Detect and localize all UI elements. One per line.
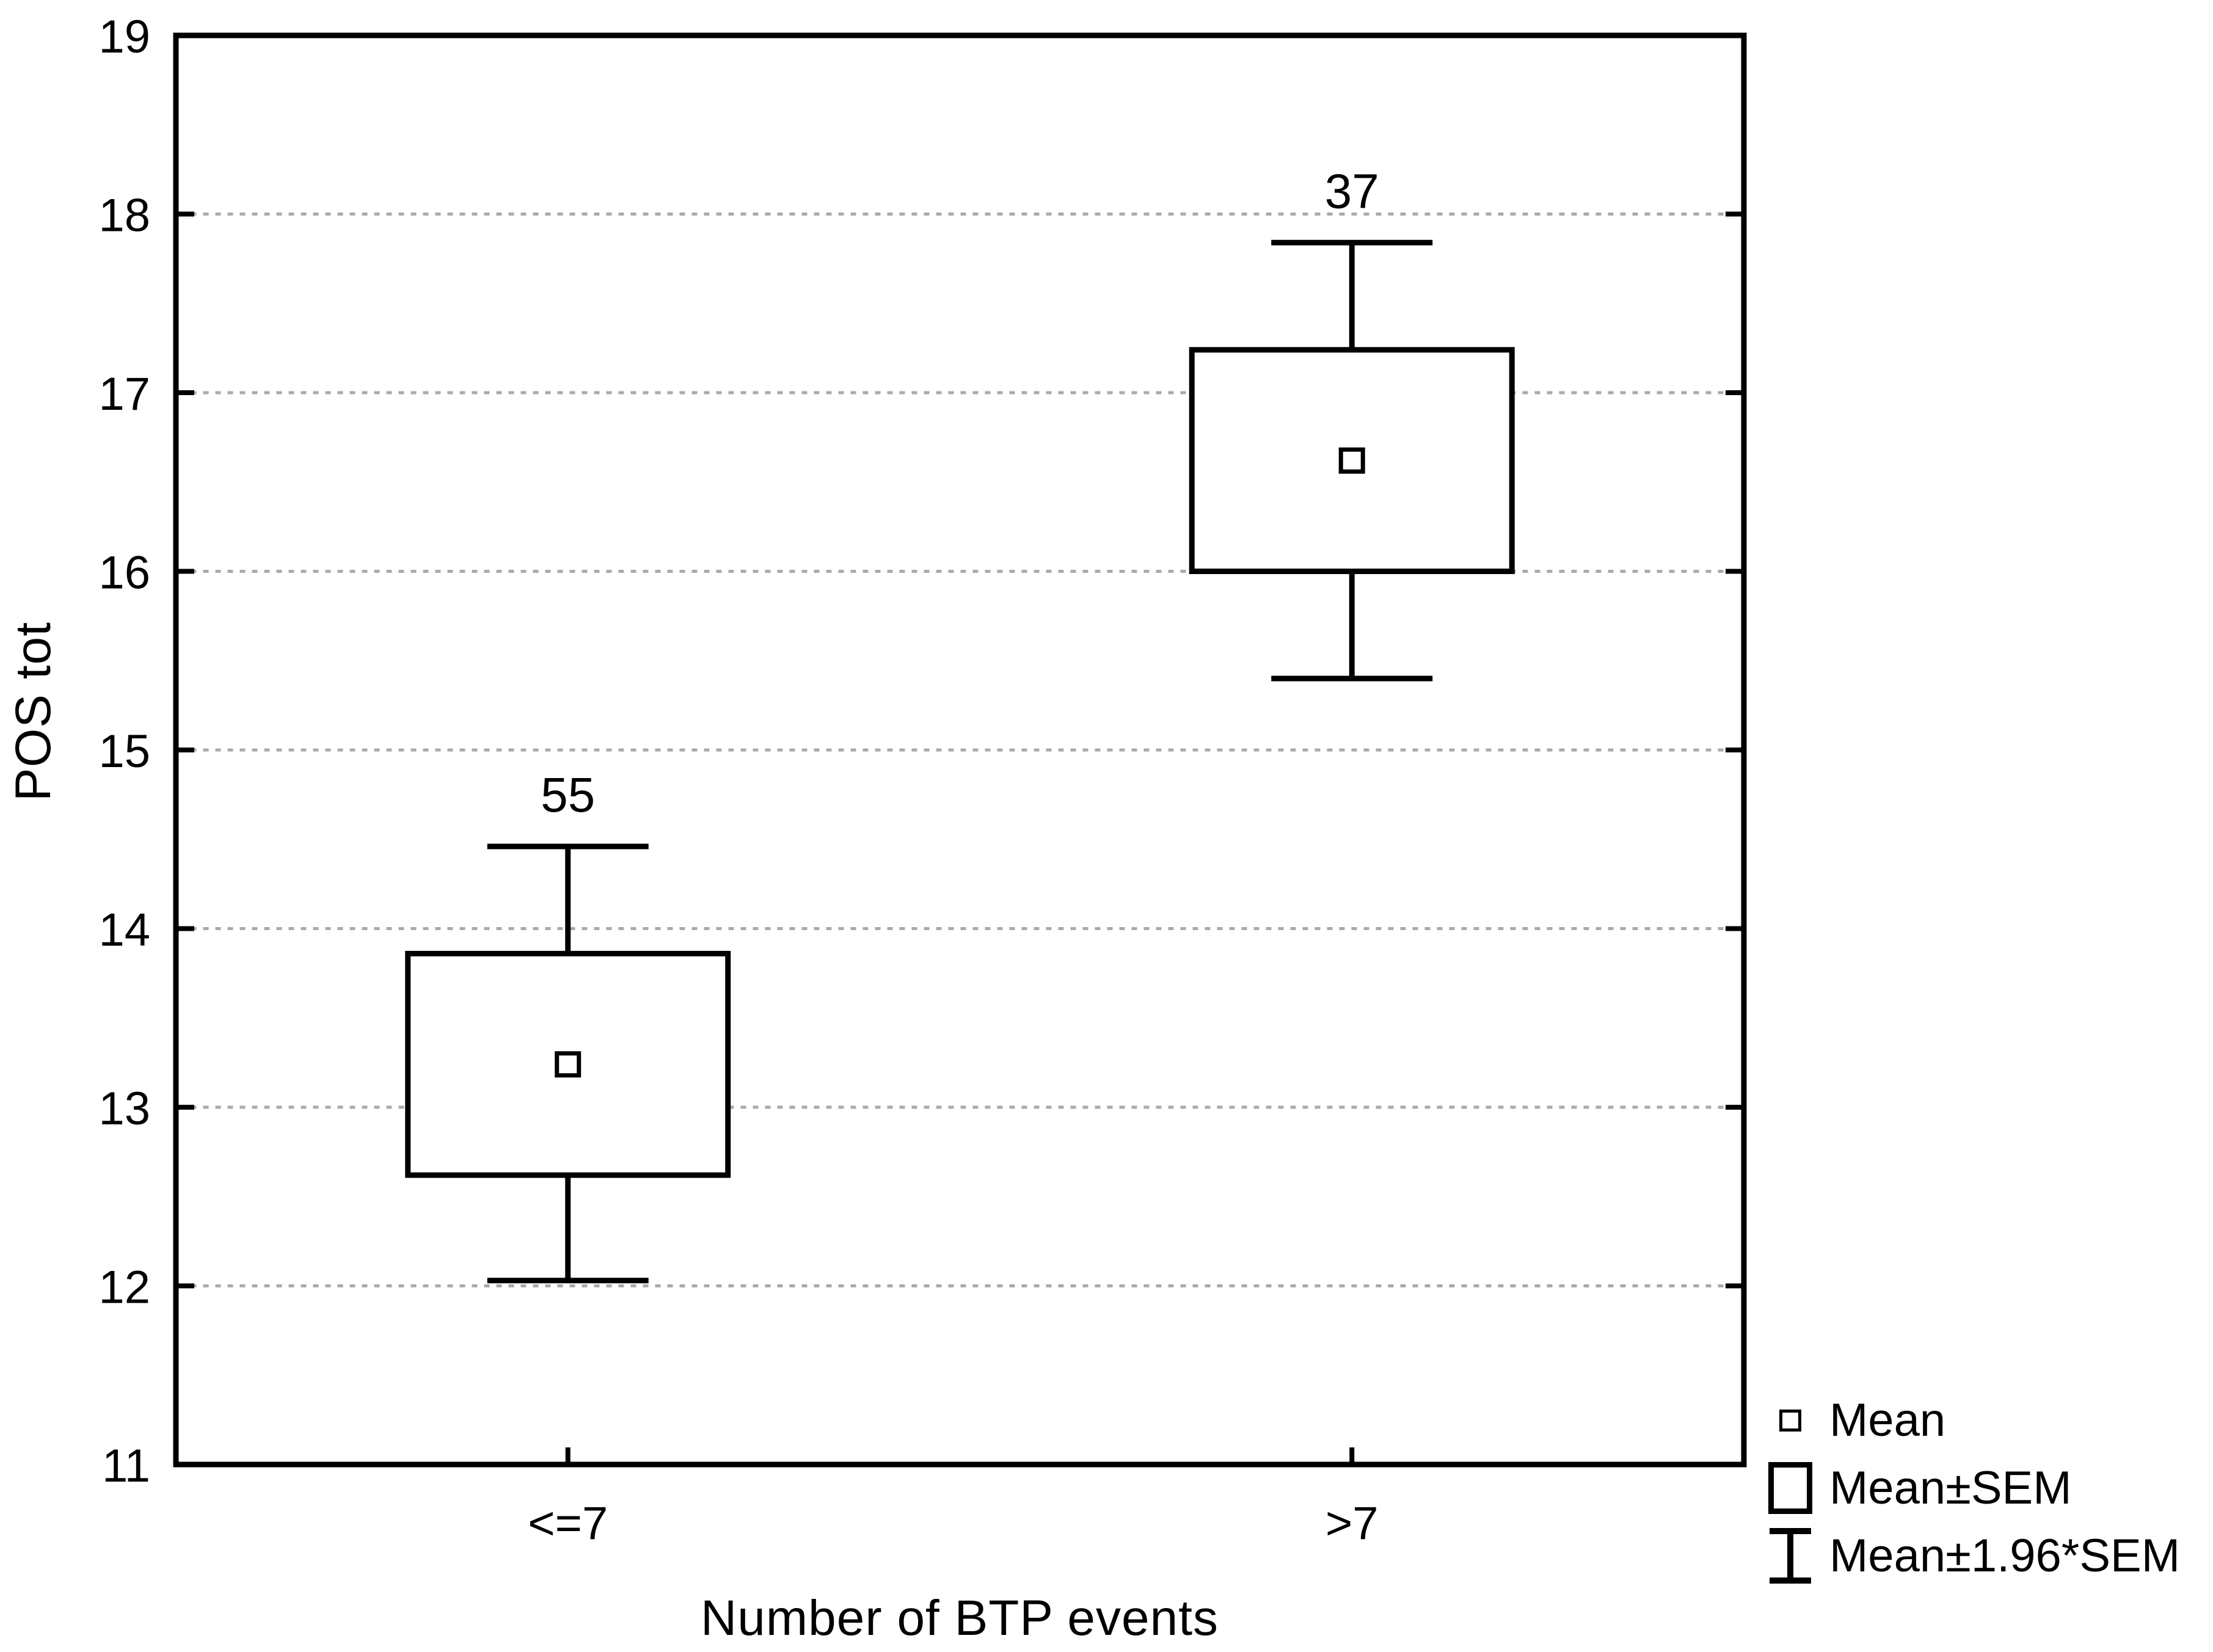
mean-marker: [1338, 447, 1365, 474]
ci-whisker-icon: [1770, 1528, 1811, 1584]
count-label: 37: [1325, 164, 1379, 218]
y-axis-title: POS tot: [5, 621, 61, 802]
y-tick-label: 15: [98, 726, 150, 777]
y-tick-label: 19: [98, 11, 150, 63]
legend-row-ci: Mean±1.96*SEM: [1767, 1522, 2180, 1590]
y-tick-label: 14: [98, 904, 150, 956]
mean-marker: [555, 1051, 582, 1078]
legend-label-ci: Mean±1.96*SEM: [1829, 1530, 2181, 1582]
legend-label-mean: Mean: [1829, 1394, 1946, 1446]
y-tick-label: 11: [102, 1440, 150, 1492]
legend-row-sem: Mean±SEM: [1767, 1454, 2180, 1522]
legend: Mean Mean±SEM Mean±1.96*SEM: [1767, 1386, 2180, 1590]
sem-box-icon: [1768, 1462, 1812, 1514]
legend-row-mean: Mean: [1767, 1386, 2180, 1454]
mean-marker-icon: [1779, 1409, 1801, 1432]
x-tick-label: >7: [1325, 1497, 1379, 1549]
x-axis-title: Number of BTP events: [701, 1590, 1219, 1646]
count-label: 55: [541, 768, 595, 822]
legend-label-sem: Mean±SEM: [1829, 1462, 2072, 1514]
y-tick-label: 18: [98, 190, 150, 242]
x-tick-label: <=7: [528, 1497, 608, 1549]
y-tick-label: 17: [98, 368, 150, 420]
y-tick-label: 13: [98, 1083, 150, 1135]
y-tick-label: 16: [98, 547, 150, 599]
y-tick-label: 12: [98, 1262, 150, 1314]
